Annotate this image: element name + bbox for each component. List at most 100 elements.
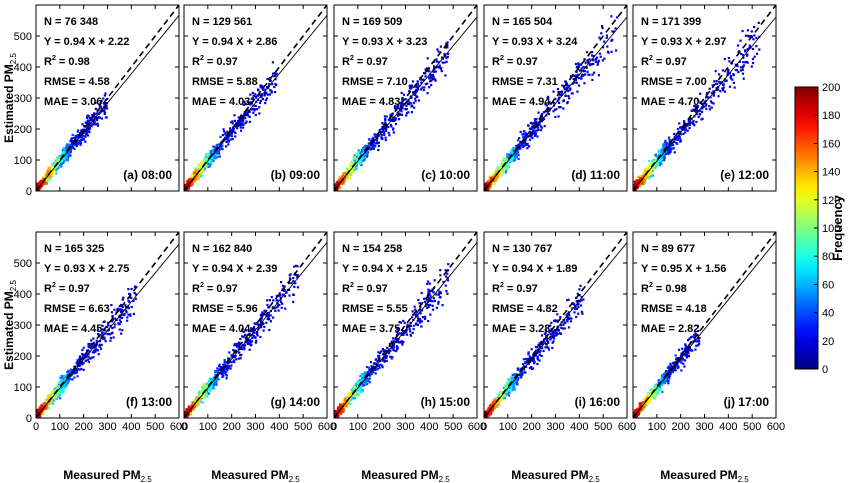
density-cell	[55, 387, 60, 391]
density-cell	[541, 119, 544, 122]
density-cell	[436, 65, 439, 69]
density-cell	[435, 60, 439, 63]
density-cell	[90, 356, 93, 359]
density-cell	[40, 403, 44, 406]
density-cell	[678, 122, 681, 125]
density-cell	[641, 175, 645, 179]
density-cell	[127, 307, 130, 310]
stat-n: N = 76 348	[44, 16, 98, 28]
density-cell	[269, 79, 272, 82]
density-cell	[237, 121, 240, 124]
density-cell	[389, 113, 392, 116]
density-cell	[236, 127, 239, 130]
density-cell	[253, 331, 256, 334]
density-cell	[741, 29, 744, 33]
density-cell	[694, 106, 697, 109]
density-cell	[678, 135, 681, 139]
density-cell	[346, 167, 349, 171]
density-cell	[80, 138, 83, 142]
density-cell	[283, 295, 287, 298]
density-cell	[193, 400, 196, 403]
density-cell	[614, 49, 618, 52]
density-cell	[209, 160, 213, 164]
density-cell	[436, 48, 439, 51]
density-cell	[647, 177, 650, 180]
density-cell	[126, 319, 129, 322]
density-cell	[96, 124, 100, 127]
density-cell	[103, 329, 107, 332]
density-cell	[127, 305, 130, 308]
density-cell	[262, 322, 265, 325]
density-cell	[726, 71, 729, 74]
density-cell	[79, 143, 82, 146]
density-cell	[662, 146, 666, 150]
density-cell	[100, 335, 103, 339]
density-cell	[80, 136, 84, 139]
stat-n: N = 165 325	[44, 243, 104, 255]
density-cell	[347, 176, 352, 180]
density-cell	[691, 121, 694, 124]
density-cell	[434, 79, 437, 82]
density-cell	[606, 45, 609, 48]
density-cell	[522, 136, 525, 139]
density-cell	[94, 101, 97, 105]
stat-r2: R2 = 0.97	[44, 282, 90, 295]
density-cell	[45, 173, 49, 177]
density-cell	[742, 77, 745, 80]
density-cell	[603, 57, 606, 60]
density-cell	[72, 136, 75, 140]
density-cell	[83, 128, 86, 131]
density-cell	[700, 110, 704, 113]
density-cell	[254, 108, 257, 111]
density-cell	[43, 406, 47, 410]
density-cell	[598, 52, 602, 55]
density-cell	[709, 96, 712, 99]
density-cell	[712, 90, 715, 93]
density-cell	[103, 94, 106, 97]
density-cell	[658, 164, 661, 167]
density-cell	[521, 145, 525, 149]
density-cell	[243, 114, 246, 117]
density-cell	[218, 363, 221, 366]
stat-mae: MAE = 4.70	[641, 96, 699, 108]
density-cell	[129, 314, 132, 317]
density-cell	[260, 323, 263, 326]
density-cell	[82, 356, 85, 359]
density-cell	[421, 86, 424, 89]
density-cell	[244, 117, 247, 120]
density-cell	[391, 128, 395, 131]
density-cell	[87, 114, 90, 118]
density-cell	[90, 339, 93, 342]
density-cell	[371, 145, 374, 149]
density-cell	[36, 182, 39, 185]
density-cell	[692, 108, 695, 111]
density-cell	[93, 119, 96, 123]
density-cell	[675, 141, 678, 145]
density-cell	[67, 379, 70, 382]
density-cell	[753, 34, 756, 37]
density-cell	[385, 123, 389, 127]
density-cell	[435, 58, 438, 61]
density-cell	[540, 112, 544, 116]
x-tick-label: 300	[98, 421, 116, 433]
density-cell	[610, 15, 613, 18]
density-cell	[242, 119, 245, 122]
density-cell	[376, 142, 379, 145]
density-cell	[398, 107, 401, 111]
density-cell	[505, 169, 508, 173]
density-cell	[573, 74, 576, 78]
density-cell	[437, 50, 440, 53]
density-cell	[590, 63, 593, 66]
density-cell	[269, 89, 272, 92]
density-cell	[273, 74, 276, 78]
density-cell	[430, 76, 433, 79]
density-cell	[103, 336, 106, 339]
density-cell	[414, 99, 417, 103]
density-cell	[88, 344, 91, 348]
density-cell	[400, 106, 403, 109]
density-cell	[717, 88, 720, 91]
density-cell	[231, 354, 234, 358]
density-cell	[188, 178, 192, 182]
density-cell	[106, 325, 109, 329]
density-cell	[39, 183, 44, 187]
